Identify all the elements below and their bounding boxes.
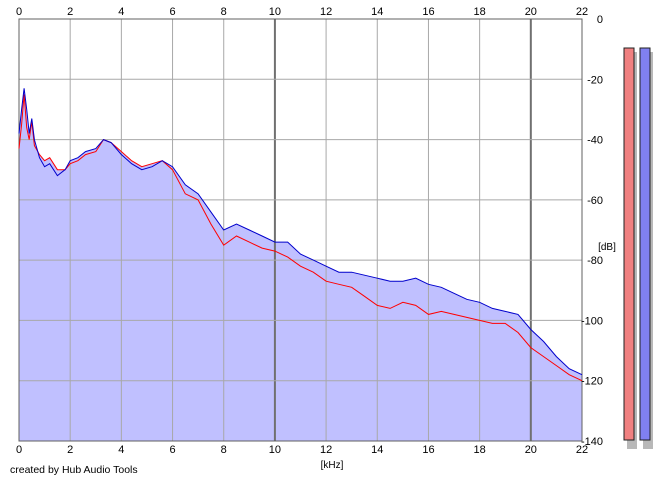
x-tick-label-bottom: 0 <box>16 444 22 456</box>
y-tick-label: -40 <box>587 135 603 147</box>
x-tick-label-bottom: 14 <box>371 444 383 456</box>
x-tick-label-bottom: 16 <box>422 444 434 456</box>
y-axis-unit: [dB] <box>598 242 616 253</box>
x-tick-label-top: 22 <box>576 6 588 18</box>
x-tick-label-bottom: 20 <box>525 444 537 456</box>
plot-border <box>18 18 583 442</box>
x-tick-label-bottom: 12 <box>320 444 332 456</box>
credit-label: created by Hub Audio Tools <box>10 464 138 476</box>
x-tick-label-bottom: 6 <box>169 444 175 456</box>
y-tick-label: -80 <box>587 255 603 267</box>
y-tick-label: -60 <box>587 195 603 207</box>
x-tick-label-bottom: 10 <box>269 444 281 456</box>
y-tick-labels: 0 -20 -40 -60 -80 -100 -120 -140 <box>581 14 603 448</box>
x-tick-label-top: 8 <box>221 6 227 18</box>
x-tick-label-top: 4 <box>118 6 124 18</box>
x-tick-label-bottom: 22 <box>576 444 588 456</box>
x-tick-label-top: 20 <box>525 6 537 18</box>
x-tick-label-bottom: 18 <box>474 444 486 456</box>
x-tick-label-top: 16 <box>422 6 434 18</box>
x-tick-label-top: 14 <box>371 6 383 18</box>
x-tick-label-bottom: 8 <box>221 444 227 456</box>
y-tick-label: -20 <box>587 74 603 86</box>
level-meter-bar <box>623 47 635 441</box>
level-meters <box>623 47 653 449</box>
spectrum-line-blue <box>18 88 583 376</box>
y-tick-label: -100 <box>581 315 603 327</box>
y-tick-label: -120 <box>581 376 603 388</box>
y-tick-label: 0 <box>597 14 603 26</box>
x-tick-label-top: 10 <box>269 6 281 18</box>
level-meter-bar <box>639 47 651 441</box>
x-tick-labels-bottom: 0 2 4 6 8 10 12 14 16 18 20 22 <box>16 444 588 456</box>
x-tick-label-top: 6 <box>169 6 175 18</box>
x-tick-label-top: 0 <box>16 6 22 18</box>
x-tick-label-bottom: 4 <box>118 444 124 456</box>
x-tick-label-top: 12 <box>320 6 332 18</box>
spectrum-line-red <box>18 94 583 382</box>
spectrum-area-fill <box>19 88 582 442</box>
y-tick-label: -140 <box>581 436 603 448</box>
x-tick-label-top: 18 <box>474 6 486 18</box>
x-tick-label-bottom: 2 <box>67 444 73 456</box>
x-tick-labels-top: 0 2 4 6 8 10 12 14 16 18 20 22 <box>16 6 588 18</box>
x-tick-label-top: 2 <box>67 6 73 18</box>
x-axis-unit: [kHz] <box>321 460 344 471</box>
